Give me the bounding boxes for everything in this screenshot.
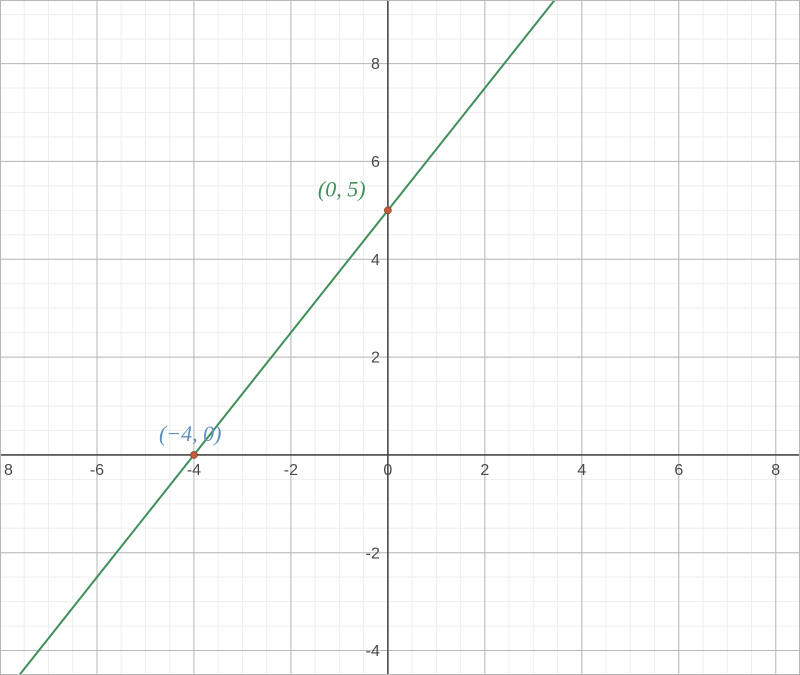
y-tick-label: 2 bbox=[371, 350, 380, 367]
x-tick-label: 2 bbox=[480, 462, 489, 479]
y-tick-label: 4 bbox=[371, 252, 380, 269]
x-tick-label: -2 bbox=[284, 462, 298, 479]
coordinate-graph: -6 -4 -2 0 2 4 6 8 -4 -2 2 4 6 8 8 (−4, 0) (0, 5) bbox=[0, 0, 800, 675]
y-tick-label: -4 bbox=[366, 643, 380, 660]
chart-container: -6 -4 -2 0 2 4 6 8 -4 -2 2 4 6 8 8 (−4, 0) (0, 5) bbox=[0, 0, 800, 675]
x-tick-label: 4 bbox=[577, 462, 586, 479]
data-point-marker bbox=[384, 207, 391, 214]
x-tick-label: 0 bbox=[383, 462, 392, 479]
chart-background bbox=[0, 0, 800, 675]
data-point-marker bbox=[190, 451, 197, 458]
x-tick-label-clipped: 8 bbox=[4, 462, 13, 479]
y-tick-label: -2 bbox=[366, 545, 380, 562]
x-tick-label: -6 bbox=[90, 462, 104, 479]
y-tick-label: 8 bbox=[371, 56, 380, 73]
y-tick-label: 6 bbox=[371, 154, 380, 171]
x-tick-label: 6 bbox=[674, 462, 683, 479]
x-tick-label: 8 bbox=[771, 462, 780, 479]
point-label: (0, 5) bbox=[318, 176, 366, 201]
point-label: (−4, 0) bbox=[159, 421, 222, 446]
x-tick-label: -4 bbox=[187, 462, 201, 479]
